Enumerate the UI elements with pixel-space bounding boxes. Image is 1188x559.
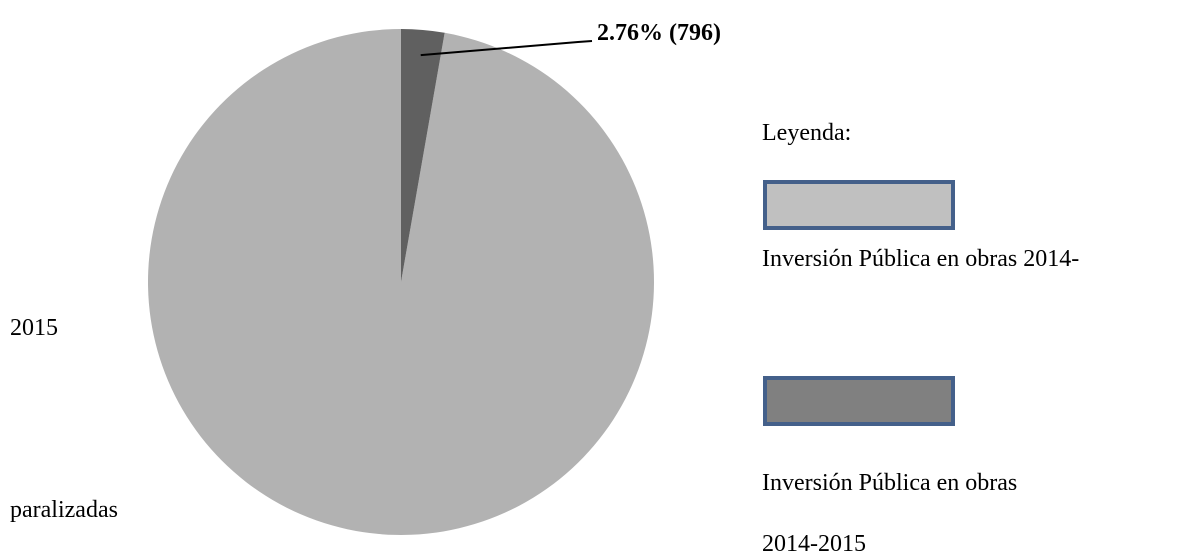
pie-slice — [401, 29, 445, 282]
legend-label: Inversión Pública en obras — [762, 470, 1017, 496]
pie-slice — [148, 29, 655, 535]
leader-line — [420, 40, 593, 57]
legend-label: 2015 — [10, 315, 58, 341]
legend-title: Leyenda: — [762, 120, 851, 146]
legend-swatch — [763, 376, 955, 426]
legend-swatch — [763, 180, 955, 230]
legend-label: paralizadas — [10, 497, 118, 523]
legend-label: Inversión Pública en obras 2014- — [762, 246, 1079, 272]
legend-label: 2014-2015 — [762, 531, 866, 557]
data-label: 2.76% (796) — [597, 20, 721, 46]
